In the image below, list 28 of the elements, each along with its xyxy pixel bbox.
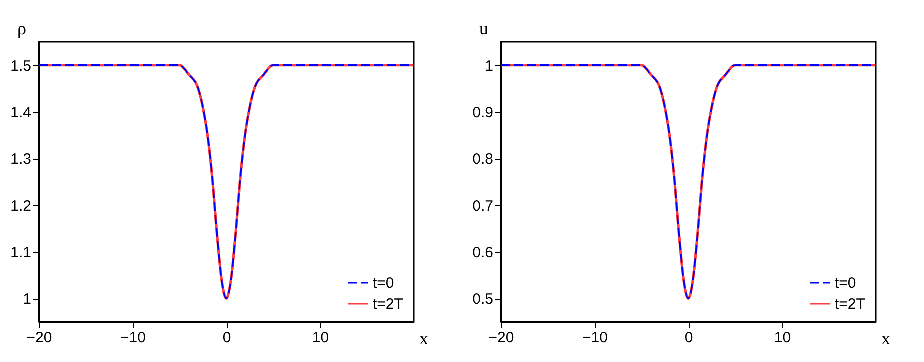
x-tick-label: −20 [488, 330, 514, 346]
y-tick-label: 1.1 [10, 244, 32, 262]
y-tick-label: 0.7 [472, 198, 494, 215]
y-axis-title: u [480, 18, 488, 38]
x-axis-title: x [420, 328, 428, 348]
y-axis-title: ρ [18, 18, 26, 38]
y-tick-label: 1.2 [10, 198, 32, 215]
y-tick-label: 0.5 [472, 291, 494, 308]
y-tick-label: 0.9 [472, 104, 494, 122]
x-tick-label: −20 [26, 330, 52, 346]
y-tick-label: 0.6 [472, 244, 494, 262]
legend-label: t=2T [835, 296, 866, 313]
y-tick-label: 1.4 [10, 104, 32, 122]
x-axis-title: x [882, 328, 890, 348]
y-tick-label: 1 [485, 58, 494, 75]
y-tick-label: 1.5 [10, 58, 32, 75]
legend-label: t=0 [835, 275, 856, 292]
x-tick-label: 10 [774, 330, 792, 346]
x-tick-label: 10 [312, 330, 330, 346]
y-tick-label: 0.8 [472, 151, 494, 168]
y-tick-label: 1 [23, 291, 32, 308]
x-tick-label: 0 [684, 330, 694, 346]
x-tick-label: −10 [120, 330, 146, 346]
x-tick-label: 0 [222, 330, 232, 346]
legend-label: t=2T [373, 296, 404, 313]
legend-label: t=0 [373, 275, 394, 292]
y-tick-label: 1.3 [10, 151, 32, 168]
x-tick-label: −10 [582, 330, 608, 346]
